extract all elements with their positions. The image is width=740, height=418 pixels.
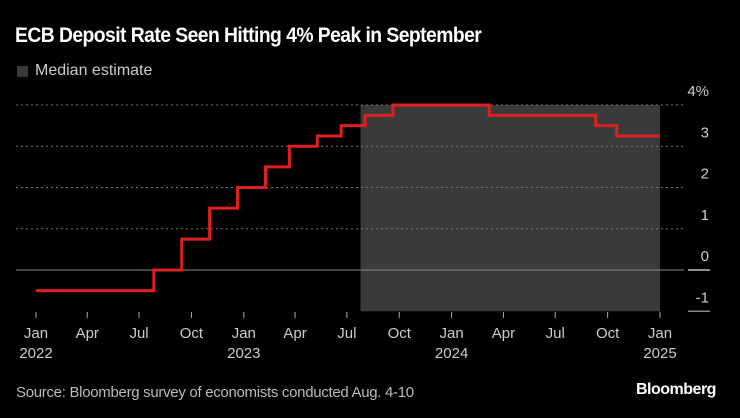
x-tick-label: Oct <box>180 325 204 342</box>
x-tick-label: Oct <box>388 325 412 342</box>
x-tick-label: Jan <box>24 325 48 342</box>
y-tick-label: 2 <box>701 166 709 183</box>
x-year-label: 2025 <box>643 345 676 362</box>
chart-title: ECB Deposit Rate Seen Hitting 4% Peak in… <box>15 24 482 47</box>
x-year-label: 2022 <box>19 345 52 362</box>
x-year-label: 2024 <box>435 345 468 362</box>
x-tick-label: Apr <box>76 325 99 342</box>
legend: Median estimate <box>17 62 152 80</box>
y-tick-label: 4% <box>687 83 709 100</box>
x-tick-label: Jul <box>337 325 356 342</box>
x-tick-label: Jan <box>648 325 672 342</box>
deposit-rate-line <box>36 103 660 293</box>
legend-swatch <box>17 65 28 77</box>
median-estimate-region <box>360 105 660 312</box>
legend-label: Median estimate <box>35 62 153 79</box>
y-tick-label: 3 <box>701 124 709 141</box>
y-tick-label: 0 <box>701 248 709 265</box>
x-year-label: 2023 <box>227 345 260 362</box>
y-tick-label: -1 <box>696 289 709 306</box>
x-tick-label: Jan <box>232 325 256 342</box>
y-tick-label: 1 <box>701 207 709 224</box>
x-tick-label: Oct <box>596 325 620 342</box>
source-note: Source: Bloomberg survey of economists c… <box>16 384 414 401</box>
x-tick-label: Apr <box>283 325 306 342</box>
x-tick-label: Jul <box>546 325 565 342</box>
x-tick-label: Jul <box>129 325 148 342</box>
x-tick-label: Jan <box>440 325 464 342</box>
bloomberg-logo: Bloomberg <box>636 381 716 398</box>
x-tick-label: Apr <box>492 325 515 342</box>
